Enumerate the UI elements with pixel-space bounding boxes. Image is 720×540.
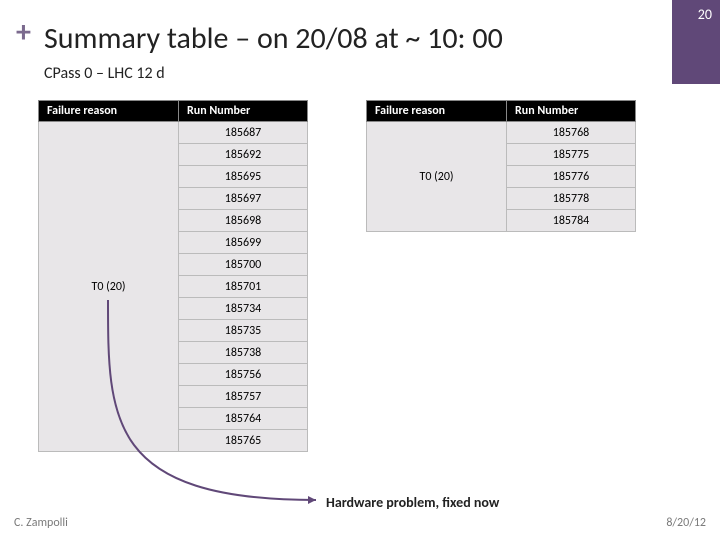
run-number-cell: 185778	[507, 188, 636, 210]
page-title: Summary table – on 20/08 at ~ 10: 00	[44, 20, 503, 57]
page-number: 20	[698, 6, 712, 23]
run-number-cell: 185784	[507, 210, 636, 232]
failure-reason-cell: T0 (20)	[39, 122, 179, 452]
hardware-note: Hardware problem, fixed now	[326, 494, 499, 511]
run-number-cell: 185701	[179, 276, 308, 298]
run-number-cell: 185764	[179, 408, 308, 430]
page-number-box: 20	[672, 0, 720, 84]
summary-table-2: Failure reason Run Number T0 (20)1857681…	[366, 100, 636, 232]
run-number-cell: 185697	[179, 188, 308, 210]
table-right: Failure reason Run Number T0 (20)1857681…	[366, 100, 636, 232]
run-number-cell: 185687	[179, 122, 308, 144]
run-number-cell: 185775	[507, 144, 636, 166]
col-header-reason: Failure reason	[39, 101, 179, 122]
failure-reason-cell: T0 (20)	[367, 122, 507, 232]
table-left: Failure reason Run Number T0 (20)1856871…	[38, 100, 308, 452]
run-number-cell: 185756	[179, 364, 308, 386]
run-number-cell: 185735	[179, 320, 308, 342]
table-row: T0 (20)185768	[367, 122, 636, 144]
run-number-cell: 185698	[179, 210, 308, 232]
table-row: T0 (20)185687	[39, 122, 308, 144]
run-number-cell: 185757	[179, 386, 308, 408]
summary-table-1: Failure reason Run Number T0 (20)1856871…	[38, 100, 308, 452]
plus-icon: +	[16, 18, 31, 48]
run-number-cell: 185699	[179, 232, 308, 254]
footer-date: 8/20/12	[666, 516, 706, 530]
run-number-cell: 185700	[179, 254, 308, 276]
run-number-cell: 185738	[179, 342, 308, 364]
run-number-cell: 185768	[507, 122, 636, 144]
footer-author: C. Zampolli	[14, 516, 68, 530]
subtitle: CPass 0 – LHC 12 d	[44, 64, 165, 83]
run-number-cell: 185692	[179, 144, 308, 166]
run-number-cell: 185776	[507, 166, 636, 188]
run-number-cell: 185695	[179, 166, 308, 188]
col-header-run: Run Number	[507, 101, 636, 122]
col-header-reason: Failure reason	[367, 101, 507, 122]
run-number-cell: 185765	[179, 430, 308, 452]
run-number-cell: 185734	[179, 298, 308, 320]
col-header-run: Run Number	[179, 101, 308, 122]
